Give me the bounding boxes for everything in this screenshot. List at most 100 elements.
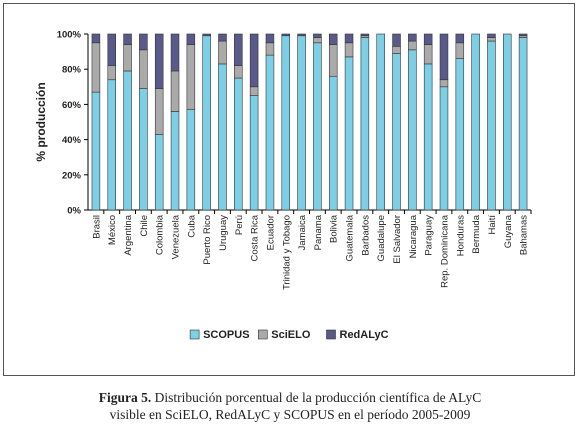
- bar-segment: [518, 37, 528, 211]
- x-tick-label: Trinidad y Tobago: [281, 215, 292, 290]
- x-tick-label: Guatemala: [345, 214, 356, 261]
- bar-segment: [139, 88, 148, 211]
- bar-segment: [186, 109, 196, 211]
- x-tick-label: Puerto Rico: [202, 215, 213, 265]
- bar-segment: [123, 33, 132, 45]
- x-tick-label: Bahamas: [519, 215, 530, 255]
- bar-segment: [297, 35, 306, 211]
- bar-segment: [107, 33, 116, 66]
- bar-segment: [265, 54, 275, 211]
- legend-swatch: [189, 329, 200, 340]
- bar-segment: [392, 33, 401, 47]
- chart-frame: 0% 20% 40% 60% 80% 100% % producción Brasil Méxi…: [3, 3, 575, 376]
- x-tick-label: Haití: [487, 215, 498, 235]
- bar-segment: [503, 33, 512, 211]
- y-tick-label: 40%: [62, 135, 82, 146]
- bar-segment: [487, 40, 496, 211]
- bar-segment: [455, 58, 465, 211]
- bar-segment: [91, 91, 101, 211]
- bar-segment: [249, 95, 259, 211]
- bar-segment: [439, 79, 449, 88]
- y-tick-label: 20%: [62, 170, 82, 181]
- bar-segment: [518, 33, 528, 37]
- bar-segment: [186, 33, 196, 45]
- x-tick-label: Rep. Dominicana: [439, 214, 450, 288]
- bar-segment: [328, 33, 338, 45]
- bar-segment: [107, 79, 116, 211]
- bar-segment: [186, 44, 196, 110]
- bar-segment: [344, 42, 354, 58]
- bar-segment: [328, 75, 338, 211]
- bar-segment: [234, 77, 243, 211]
- bar-segment: [313, 42, 322, 211]
- y-axis-label: % producción: [34, 82, 48, 161]
- bar-segment: [408, 49, 417, 211]
- bar-segment: [313, 33, 322, 38]
- bar-segment: [328, 44, 338, 77]
- stacked-bar-chart: 0% 20% 40% 60% 80% 100% % producción Brasil Méxi…: [34, 30, 532, 341]
- bar-segment: [123, 70, 132, 211]
- legend-entry: SCOPUS: [203, 329, 249, 341]
- legend-entry: RedALyC: [340, 329, 389, 341]
- bar-segment: [344, 56, 354, 211]
- x-tick-label: Cuba: [186, 214, 197, 237]
- x-tick-label: Uruguay: [218, 215, 229, 251]
- bar-segment: [487, 33, 496, 38]
- x-tick-label: Panama: [313, 214, 324, 250]
- x-tick-label: Bolivia: [329, 214, 340, 243]
- legend-swatch: [326, 329, 336, 340]
- x-tick-label: Jamaica: [297, 214, 308, 250]
- x-tick-label: Costa Rica: [250, 214, 261, 261]
- bar-segment: [249, 86, 259, 96]
- caption-text-2: visible en SciELO, RedALyC y SCOPUS en e…: [109, 407, 471, 422]
- x-tick-label: México: [107, 215, 118, 245]
- y-tick-label: 80%: [62, 65, 82, 76]
- bar-segment: [91, 42, 101, 93]
- bar-segment: [360, 33, 370, 37]
- bar-segment: [218, 63, 227, 211]
- x-tick-label: Argentina: [123, 214, 134, 255]
- bar-segment: [154, 134, 164, 211]
- bar-segment: [408, 33, 417, 42]
- bar-segment: [265, 42, 275, 56]
- y-tick-label: 0%: [67, 206, 81, 217]
- bar-segment: [170, 70, 180, 112]
- bar-segment: [91, 33, 101, 44]
- bar-segment: [487, 37, 496, 42]
- bar-segment: [249, 33, 259, 88]
- bar-segment: [297, 33, 306, 37]
- x-tick-label: Paraguay: [424, 215, 435, 256]
- x-tick-label: Barbados: [360, 215, 371, 256]
- figure-label: Figura 5.: [98, 390, 152, 405]
- bar-segment: [392, 46, 401, 54]
- bar-segment: [170, 111, 180, 211]
- x-tick-label: Guadalupe: [376, 215, 387, 261]
- bar-segment: [376, 33, 385, 211]
- bar-segment: [234, 65, 243, 79]
- x-tick-label: Brasil: [91, 215, 102, 239]
- y-tick-label: 60%: [62, 100, 82, 111]
- bar-segment: [123, 44, 132, 72]
- bar-segment: [281, 33, 291, 37]
- x-tick-label: Honduras: [455, 215, 466, 256]
- bar-segment: [423, 63, 433, 211]
- x-tick-label: Perú: [234, 215, 245, 235]
- x-tick-label: Chile: [139, 215, 150, 237]
- bar-segment: [439, 86, 449, 211]
- y-tick-label: 100%: [57, 30, 82, 41]
- bar-segment: [202, 35, 211, 211]
- bar-segment: [234, 33, 243, 66]
- x-tick-label: Colombia: [155, 214, 166, 255]
- x-tick-label: Nicaragua: [408, 214, 419, 258]
- bar-segment: [107, 65, 116, 81]
- x-tick-label: Venezuela: [171, 214, 182, 259]
- bar-segment: [423, 44, 433, 65]
- bar-segment: [154, 33, 164, 89]
- caption-line-1: Figura 5. Distribución porcentual de la …: [0, 389, 580, 406]
- bar-segment: [139, 33, 148, 51]
- bar-segment: [170, 33, 180, 72]
- figure-caption: Figura 5. Distribución porcentual de la …: [0, 389, 580, 423]
- x-tick-label: Guyana: [503, 214, 514, 248]
- bar-segment: [344, 33, 354, 44]
- bar-segment: [408, 40, 417, 51]
